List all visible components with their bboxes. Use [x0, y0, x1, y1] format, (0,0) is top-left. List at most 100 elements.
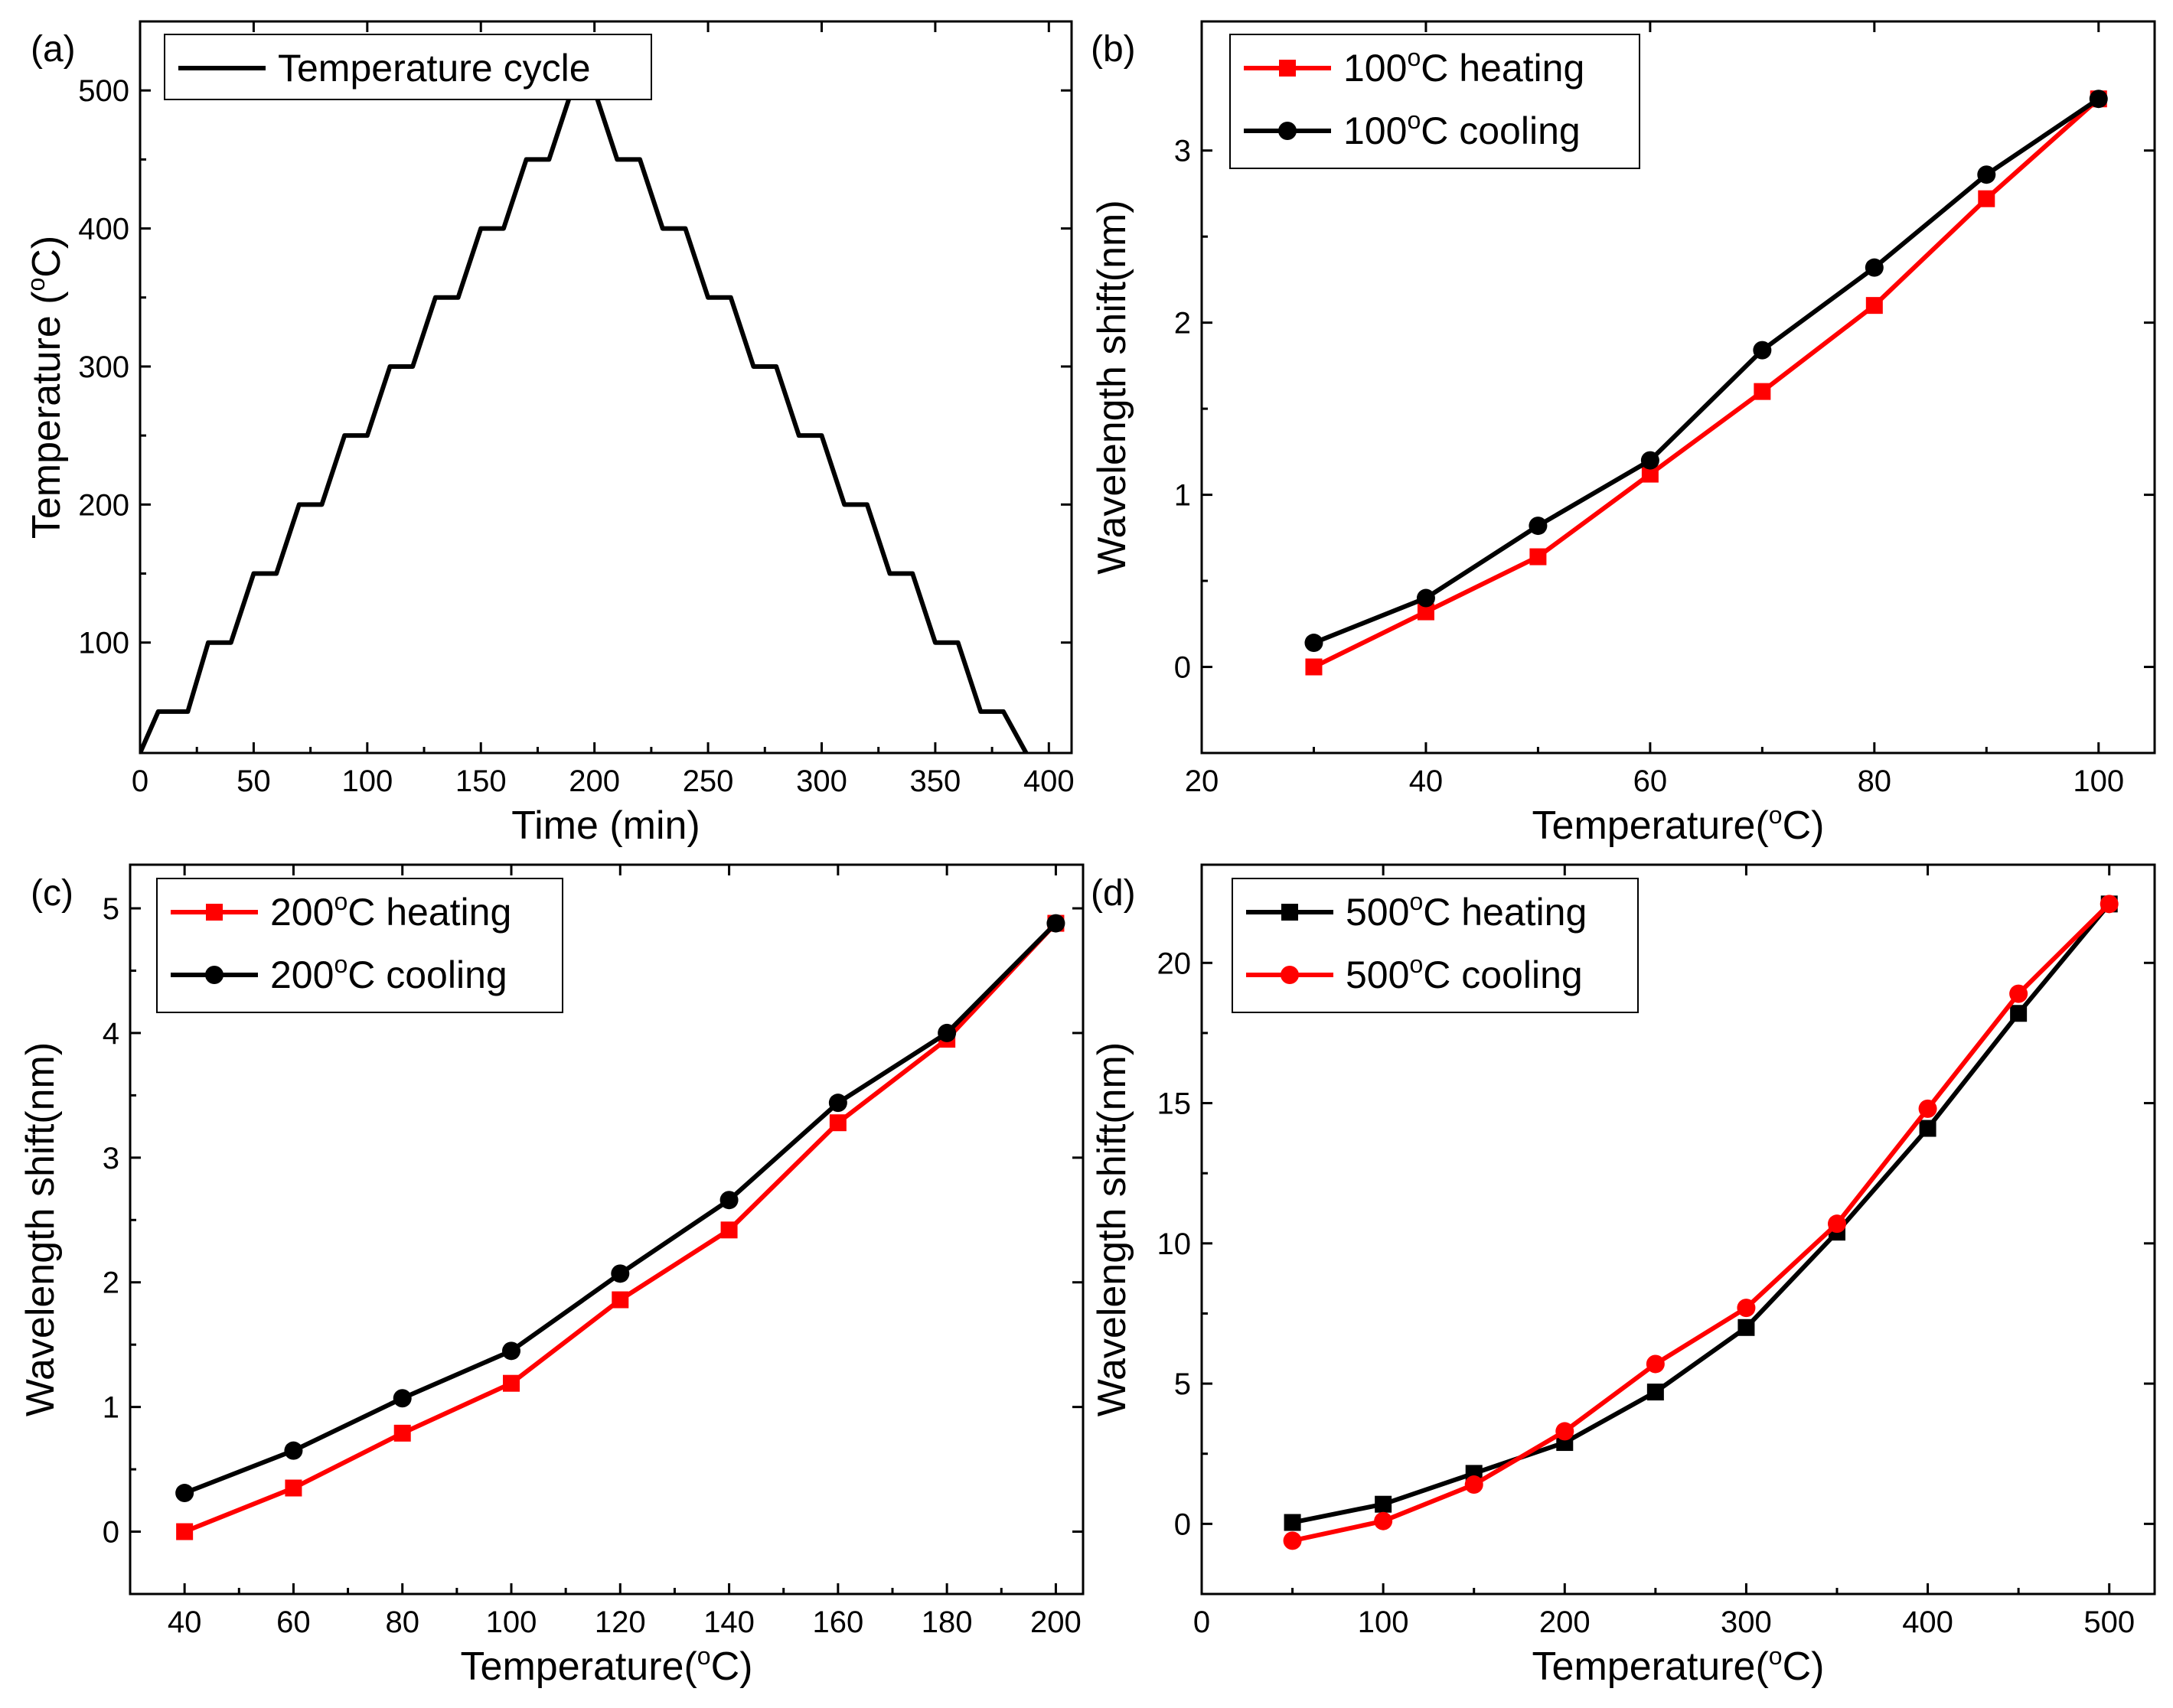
legend: 500oC heating 500oC cooling [1232, 878, 1639, 1013]
panel-b: (b) 20 40 60 80 100 0 1 2 3 Temperature(oC) Wavelen… [1090, 20, 2156, 848]
x-tick-label: 160 [812, 1605, 863, 1639]
series-100-c-heating [1305, 90, 2107, 676]
series-100-c-cooling [1304, 90, 2108, 653]
y-tick-label: 5 [103, 892, 119, 926]
x-tick-label: 200 [1539, 1605, 1591, 1639]
series-line [1313, 96, 2100, 670]
data-point [1464, 1475, 1483, 1494]
y-tick-label: 300 [78, 350, 129, 384]
x-tick-label: 80 [1858, 764, 1892, 798]
data-point [938, 1023, 957, 1042]
x-tick-label: 500 [2083, 1605, 2135, 1639]
data-point [393, 1389, 412, 1408]
x-tick-label: 200 [569, 764, 620, 798]
data-point [1918, 1099, 1937, 1118]
data-point [1641, 465, 1659, 483]
data-point [1283, 1531, 1302, 1550]
legend-box [1232, 878, 1639, 1013]
legend-label: 200oC heating [270, 888, 511, 934]
legend-label: 200oC cooling [270, 950, 507, 996]
x-tick-label: 20 [1185, 764, 1219, 798]
data-point [1304, 634, 1323, 653]
data-point [1375, 1495, 1392, 1513]
data-point [719, 1191, 739, 1210]
data-point [1737, 1299, 1756, 1318]
y-tick-label: 0 [1174, 1508, 1191, 1541]
x-tick-label: 180 [922, 1605, 973, 1639]
x-tick-label: 100 [1358, 1605, 1409, 1639]
data-point [1529, 517, 1548, 536]
data-point [1977, 165, 1996, 184]
x-tick-label: 60 [1633, 764, 1668, 798]
x-axis-title: Time (min) [511, 803, 700, 848]
data-point [285, 1479, 302, 1497]
data-point [1753, 341, 1772, 360]
y-tick-label: 0 [1174, 651, 1191, 685]
y-tick-label: 2 [103, 1266, 119, 1300]
x-axis-title: Temperature(oC) [461, 1642, 753, 1689]
legend-box [1229, 34, 1640, 169]
x-tick-label: 80 [385, 1605, 419, 1639]
legend-marker [1279, 60, 1296, 77]
legend: Temperature cycle [164, 34, 652, 100]
y-tick-label: 1 [1174, 479, 1191, 513]
y-tick-label: 5 [1174, 1367, 1191, 1401]
data-point [503, 1374, 520, 1392]
x-tick-label: 40 [168, 1605, 202, 1639]
y-tick-label: 10 [1157, 1227, 1192, 1261]
data-point [2010, 1005, 2028, 1022]
y-tick-label: 20 [1157, 947, 1192, 980]
data-point [502, 1341, 520, 1361]
panel-label: (c) [31, 873, 73, 914]
series-line [1313, 96, 2100, 645]
x-tick-label: 0 [1193, 1605, 1210, 1639]
series-500-c-heating [1284, 895, 2118, 1531]
y-tick-label: 3 [103, 1142, 119, 1175]
data-point [828, 1094, 847, 1113]
data-point [284, 1441, 303, 1460]
x-tick-label: 300 [1721, 1605, 1772, 1639]
y-tick-label: 1 [103, 1391, 119, 1425]
y-tick-label: 200 [78, 488, 129, 522]
x-tick-label: 400 [1902, 1605, 1953, 1639]
data-point [1529, 548, 1547, 566]
panel-d: (d) 0 100 200 300 400 500 0 5 10 15 20 Temperature(o… [1090, 863, 2156, 1689]
x-tick-label: 60 [276, 1605, 311, 1639]
data-point [1416, 588, 1435, 608]
legend-label: 100oC heating [1343, 44, 1584, 90]
x-tick-label: 200 [1030, 1605, 1082, 1639]
legend-label: 500oC heating [1346, 888, 1587, 934]
data-point [1737, 1318, 1755, 1336]
data-point [1046, 914, 1065, 933]
x-tick-label: 50 [237, 764, 271, 798]
x-axis-title: Temperature(oC) [1532, 801, 1825, 848]
x-tick-label: 40 [1409, 764, 1444, 798]
y-tick-label: 400 [78, 213, 129, 246]
series-200-c-cooling [175, 914, 1065, 1503]
data-point [2009, 984, 2028, 1003]
data-point [1828, 1214, 1846, 1234]
data-point [1978, 190, 1995, 207]
data-point [2100, 895, 2119, 914]
plot-frame [139, 20, 1073, 755]
y-axis-title: Wavelength shift(nm) [18, 1042, 63, 1416]
y-tick-label: 100 [78, 627, 129, 660]
x-tick-label: 0 [132, 764, 148, 798]
legend: 100oC heating 100oC cooling [1229, 34, 1640, 169]
data-point [1754, 383, 1771, 400]
y-tick-label: 500 [78, 74, 129, 108]
legend-marker [205, 966, 223, 984]
plot-frame [129, 863, 1085, 1596]
panel-label: (d) [1091, 873, 1136, 914]
plot-frame [1200, 863, 2156, 1596]
legend-box [156, 878, 563, 1013]
data-point [2089, 90, 2108, 109]
data-point [393, 1424, 411, 1442]
data-point [611, 1264, 630, 1283]
data-point [1555, 1422, 1574, 1441]
series-temperature-cycle [140, 88, 1029, 753]
series-line [1291, 902, 2112, 1525]
legend-marker [1281, 966, 1299, 984]
y-tick-label: 4 [103, 1017, 119, 1051]
